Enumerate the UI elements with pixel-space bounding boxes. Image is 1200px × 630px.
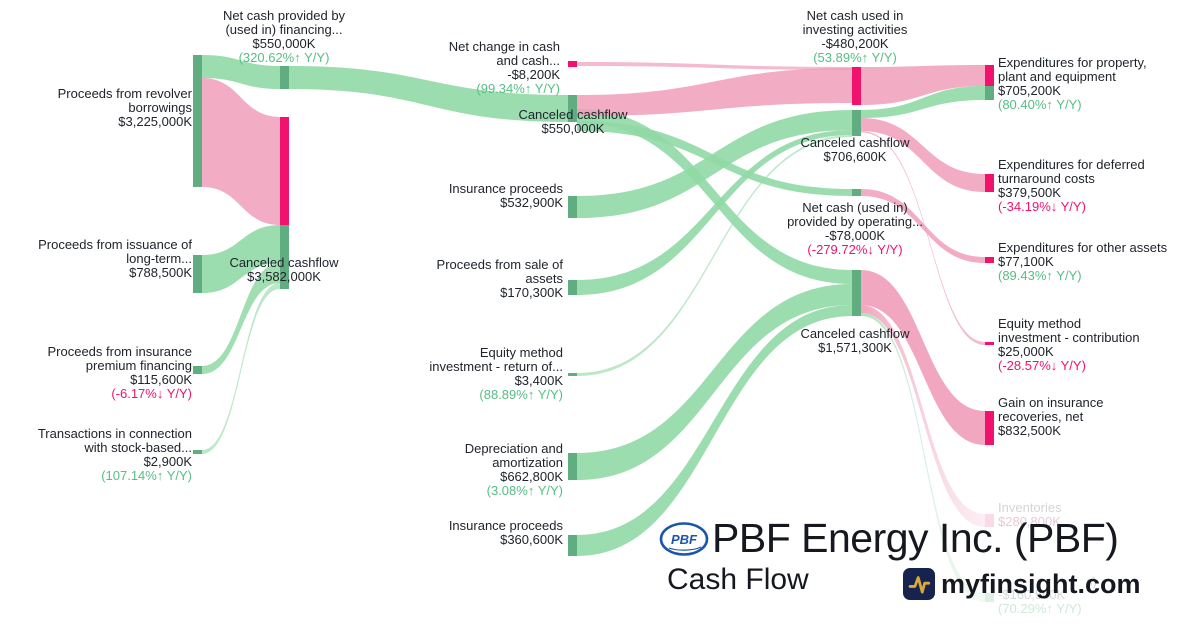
change-badge: (80.40%↑ Y/Y) <box>998 97 1082 112</box>
node-operating <box>852 189 861 196</box>
flow-canceled-550-to-operating <box>577 121 852 196</box>
flow-canceled-550-to-investing <box>577 68 852 116</box>
node-inventories <box>985 514 994 527</box>
node-longterm-issuance <box>193 255 202 293</box>
change-badge: (53.89%↑ Y/Y) <box>813 50 897 65</box>
node-gain-insurance <box>985 411 994 445</box>
label-hidden-fragment: s) <box>1086 574 1097 589</box>
flow-canceled-706-to-turnaround <box>861 118 985 192</box>
watermark: myfinsight.com <box>941 569 1141 599</box>
node-canceled-1571 <box>852 270 861 316</box>
label-investing: Net cash used in investing activities -$… <box>802 8 908 65</box>
label-sale-assets: Proceeds from sale of assets $170,300K <box>436 257 563 300</box>
node-net-financing <box>280 66 289 89</box>
change-badge: (89.43%↑ Y/Y) <box>998 268 1082 283</box>
change-badge: (70.29%↑ Y/Y) <box>998 601 1082 616</box>
flow-investing-to-property <box>861 65 985 105</box>
label-inventories: Inventories $280,800K <box>998 500 1062 529</box>
pulse-icon <box>908 576 931 594</box>
node-equity-contribution <box>985 342 994 345</box>
pbf-company-logo: PBF <box>659 522 709 556</box>
label-equity-return: Equity method investment - return of... … <box>429 345 563 402</box>
flow-net-financing-to-canceled-550 <box>289 66 568 122</box>
node-net-change <box>568 61 577 67</box>
label-insurance-532: Insurance proceeds $532,900K <box>448 181 563 210</box>
node-canceled-550 <box>568 95 577 122</box>
change-badge: (3.08%↑ Y/Y) <box>486 483 563 498</box>
flow-equity-return-to-canceled-706 <box>577 135 852 376</box>
node-canceled-706 <box>852 110 861 136</box>
flow-premium-to-canceled-financing <box>202 263 280 374</box>
page-title: PBF Energy Inc. (PBF) <box>712 515 1119 561</box>
label-other-assets: Expenditures for other assets $77,100K (… <box>998 240 1168 283</box>
label-dep-amort: Depreciation and amortization $662,800K … <box>464 441 563 498</box>
flow-insurance532-to-canceled-706 <box>577 110 852 218</box>
node-canceled-financing-pink <box>280 117 289 225</box>
svg-text:PBF: PBF <box>671 532 698 547</box>
node-investing <box>852 67 861 105</box>
flow-operating-to-other-assets <box>861 189 985 263</box>
node-hidden-bottom <box>985 593 994 602</box>
flow-canceled-1571-to-gain <box>861 270 985 445</box>
node-property-green <box>985 86 994 100</box>
change-badge: (88.89%↑ Y/Y) <box>479 387 563 402</box>
node-other-assets <box>985 257 994 263</box>
node-insurance-360 <box>568 535 577 556</box>
flow-net-change-to-investing <box>577 62 852 70</box>
flow-revolver-to-canceled-financing <box>202 78 280 225</box>
flow-canceled-550-to-canceled-1571 <box>577 109 852 284</box>
flow-insurance360-to-canceled-1571 <box>577 305 852 556</box>
node-turnaround <box>985 174 994 192</box>
label-hidden-bottom: -$160,500K (70.29%↑ Y/Y) <box>998 587 1082 616</box>
label-net-change: Net change in cash and cash... -$8,200K … <box>448 39 560 96</box>
label-canceled-550: Canceled cashflow $550,000K <box>518 107 628 136</box>
change-badge: (-28.57%↓ Y/Y) <box>998 358 1086 373</box>
change-badge: (-6.17%↓ Y/Y) <box>111 386 192 401</box>
label-longterm-issuance: Proceeds from issuance of long-term... $… <box>38 237 192 280</box>
node-stock-based <box>193 450 202 454</box>
label-insurance-premium: Proceeds from insurance premium financin… <box>47 344 192 401</box>
label-canceled-1571: Canceled cashflow $1,571,300K <box>800 326 910 355</box>
change-badge: (99.34%↑ Y/Y) <box>476 81 560 96</box>
change-badge: (-34.19%↓ Y/Y) <box>998 199 1086 214</box>
label-canceled-financing: Canceled cashflow $3,582,000K <box>229 255 339 284</box>
myfinsight-logo-icon <box>903 568 935 600</box>
node-property-pink <box>985 65 994 86</box>
flow-revolver-to-net-financing <box>202 55 280 89</box>
label-operating: Net cash (used in) provided by operating… <box>787 200 923 257</box>
flow-sale-assets-to-canceled-706 <box>577 130 852 295</box>
page-subtitle: Cash Flow <box>667 563 809 596</box>
node-equity-return <box>568 373 577 376</box>
flow-canceled-1571-to-inventories <box>861 305 985 527</box>
label-canceled-706: Canceled cashflow $706,600K <box>800 135 910 164</box>
node-revolver-borrowings <box>193 55 202 187</box>
change-badge: (320.62%↑ Y/Y) <box>238 50 330 65</box>
label-property-equipment: Expenditures for property, plant and equ… <box>998 55 1147 112</box>
flow-canceled-706-to-property <box>861 86 985 118</box>
label-net-financing: Net cash provided by (used in) financing… <box>222 8 346 65</box>
change-badge: (-279.72%↓ Y/Y) <box>807 242 903 257</box>
label-insurance-360: Insurance proceeds $360,600K <box>448 518 563 547</box>
label-equity-contribution: Equity method investment - contribution … <box>998 316 1140 373</box>
label-stock-based: Transactions in connection with stock-ba… <box>37 426 192 483</box>
flow-dep-amort-to-canceled-1571 <box>577 284 852 480</box>
label-turnaround-costs: Expenditures for deferred turnaround cos… <box>998 157 1145 214</box>
flow-stock-to-canceled-financing <box>202 283 280 454</box>
node-dep-amort <box>568 453 577 480</box>
label-gain-insurance: Gain on insurance recoveries, net $832,5… <box>998 395 1104 438</box>
node-insurance-532 <box>568 196 577 218</box>
change-badge: (107.14%↑ Y/Y) <box>101 468 192 483</box>
flow-longterm-to-canceled-financing <box>202 225 280 293</box>
node-canceled-financing-green <box>280 225 289 289</box>
label-revolver-borrowings: Proceeds from revolver borrowings $3,225… <box>57 86 192 129</box>
node-sale-assets <box>568 280 577 295</box>
node-insurance-premium <box>193 366 202 374</box>
